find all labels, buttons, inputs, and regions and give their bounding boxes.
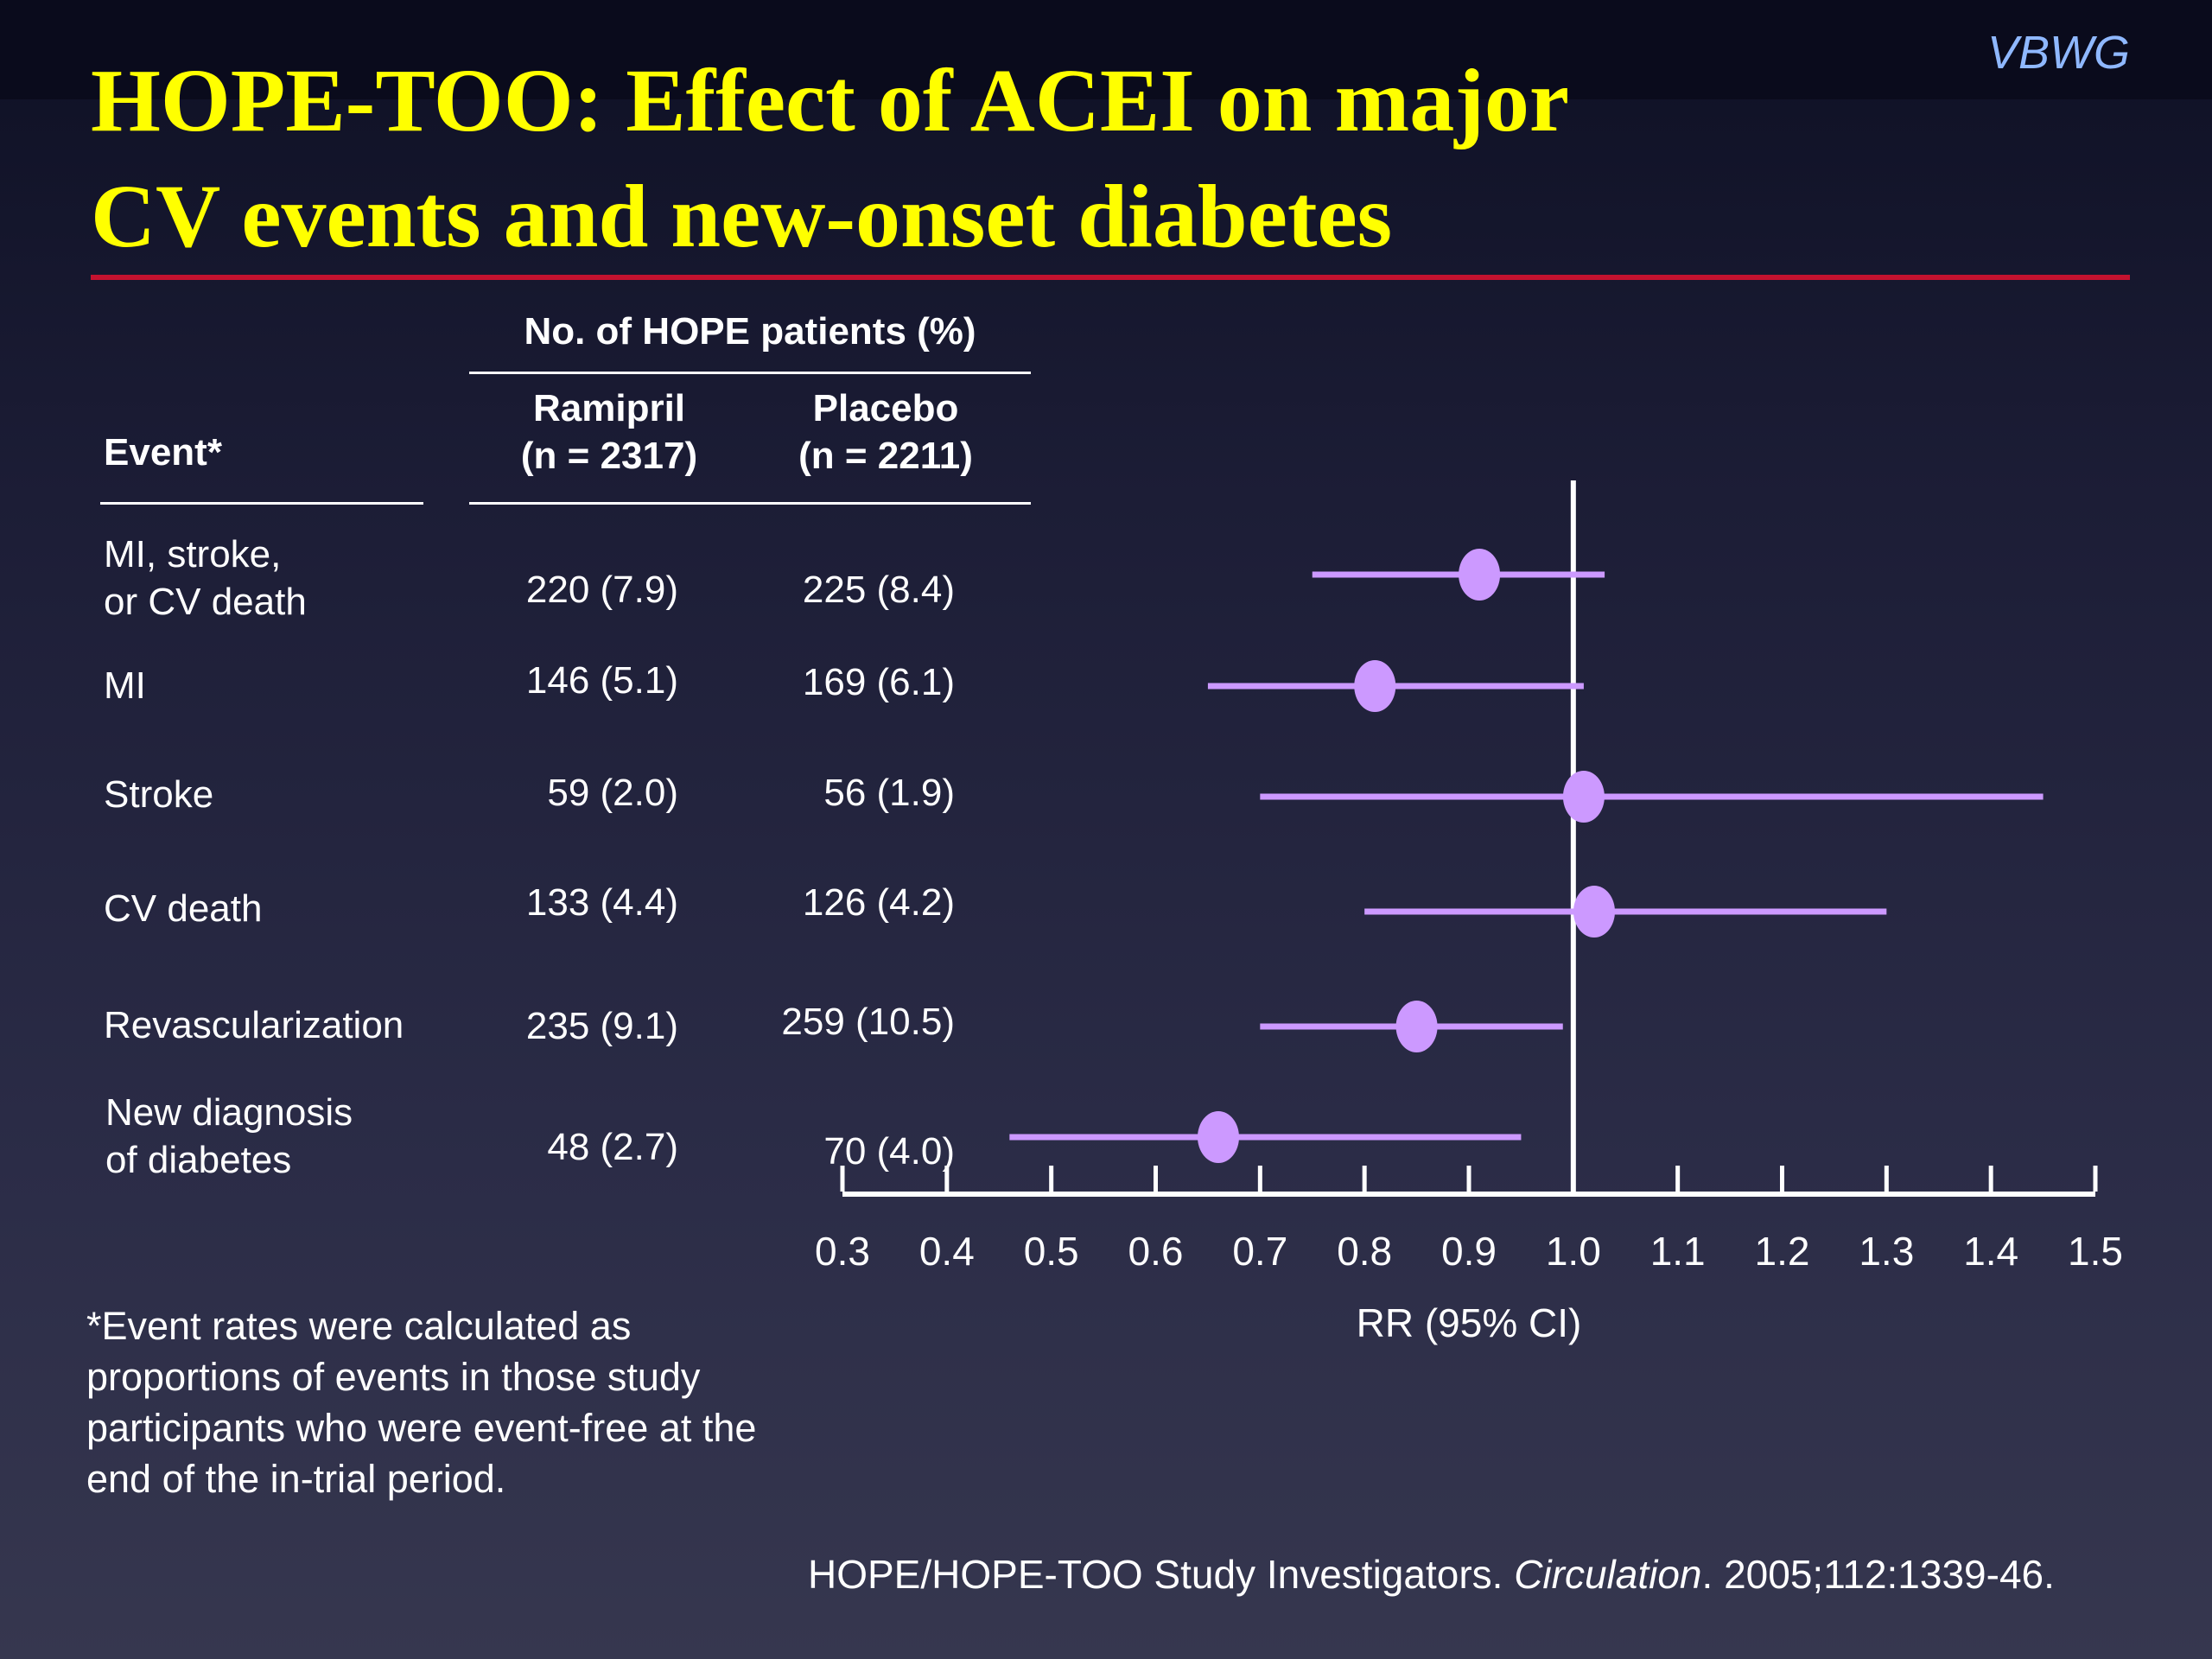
x-tick-label: 0.3 [815, 1229, 870, 1274]
title-line-1: HOPE-TOO: Effect of ACEI on major [91, 51, 1570, 150]
x-tick-label: 0.7 [1232, 1229, 1287, 1274]
citation-journal: Circulation [1514, 1552, 1702, 1597]
slide-title: HOPE-TOO: Effect of ACEI on major CV eve… [91, 43, 1992, 275]
placebo-value: 126 (4.2) [802, 881, 955, 924]
x-tick-label: 0.9 [1441, 1229, 1497, 1274]
event-label: MI [104, 664, 146, 707]
event-label: MI, stroke, or CV death [104, 533, 307, 623]
ramipril-value: 146 (5.1) [525, 659, 678, 702]
placebo-header: Placebo (n = 2211) [798, 387, 973, 477]
x-tick-label: 1.4 [1963, 1229, 2018, 1274]
event-label: Revascularization [104, 1004, 404, 1046]
group-header: No. of HOPE patients (%) [524, 310, 976, 353]
event-header: Event* [104, 431, 222, 474]
ramipril-value: 220 (7.9) [525, 569, 678, 611]
ramipril-header: Ramipril (n = 2317) [520, 387, 698, 477]
title-divider [91, 275, 2130, 280]
ramipril-value: 235 (9.1) [525, 1005, 678, 1047]
x-tick-label: 1.2 [1755, 1229, 1810, 1274]
placebo-value: 169 (6.1) [802, 661, 955, 703]
placebo-value: 56 (1.9) [823, 772, 955, 814]
x-tick-label: 1.3 [1859, 1229, 1914, 1274]
group-header-rule [469, 372, 1031, 374]
x-tick-label: 1.1 [1650, 1229, 1706, 1274]
footnote: *Event rates were calculated as proporti… [86, 1304, 757, 1501]
event-label: New diagnosis of diabetes [105, 1091, 353, 1181]
ramipril-value: 133 (4.4) [525, 881, 678, 924]
point-estimate [1354, 660, 1396, 712]
title-line-2: CV events and new-onset diabetes [91, 167, 1393, 266]
placebo-value: 259 (10.5) [781, 1001, 955, 1043]
point-estimate [1459, 549, 1501, 601]
brand-label: VBWG [1986, 27, 2130, 79]
event-label: Stroke [104, 773, 214, 816]
title-band [0, 0, 2212, 99]
point-estimate [1573, 886, 1615, 938]
columns-header-rule [469, 502, 1031, 505]
x-tick-label: 0.4 [919, 1229, 975, 1274]
event-header-rule [100, 502, 423, 505]
x-tick-label: 0.6 [1128, 1229, 1184, 1274]
x-tick-label: 0.8 [1337, 1229, 1392, 1274]
x-tick-label: 0.5 [1024, 1229, 1079, 1274]
point-estimate [1395, 1001, 1438, 1052]
x-tick-label: 1.0 [1546, 1229, 1601, 1274]
citation: HOPE/HOPE-TOO Study Investigators. Circu… [808, 1551, 2055, 1598]
point-estimate [1562, 771, 1605, 823]
citation-authors: HOPE/HOPE-TOO Study Investigators. [808, 1552, 1515, 1597]
placebo-value: 70 (4.0) [823, 1130, 955, 1173]
event-label: CV death [104, 887, 263, 930]
x-axis-label: RR (95% CI) [1357, 1300, 1582, 1345]
x-tick-label: 1.5 [2068, 1229, 2123, 1274]
placebo-value: 225 (8.4) [802, 569, 955, 611]
point-estimate [1198, 1111, 1239, 1163]
citation-details: . 2005;112:1339-46. [1701, 1552, 2055, 1597]
ramipril-value: 59 (2.0) [547, 772, 678, 814]
ramipril-value: 48 (2.7) [547, 1126, 678, 1168]
